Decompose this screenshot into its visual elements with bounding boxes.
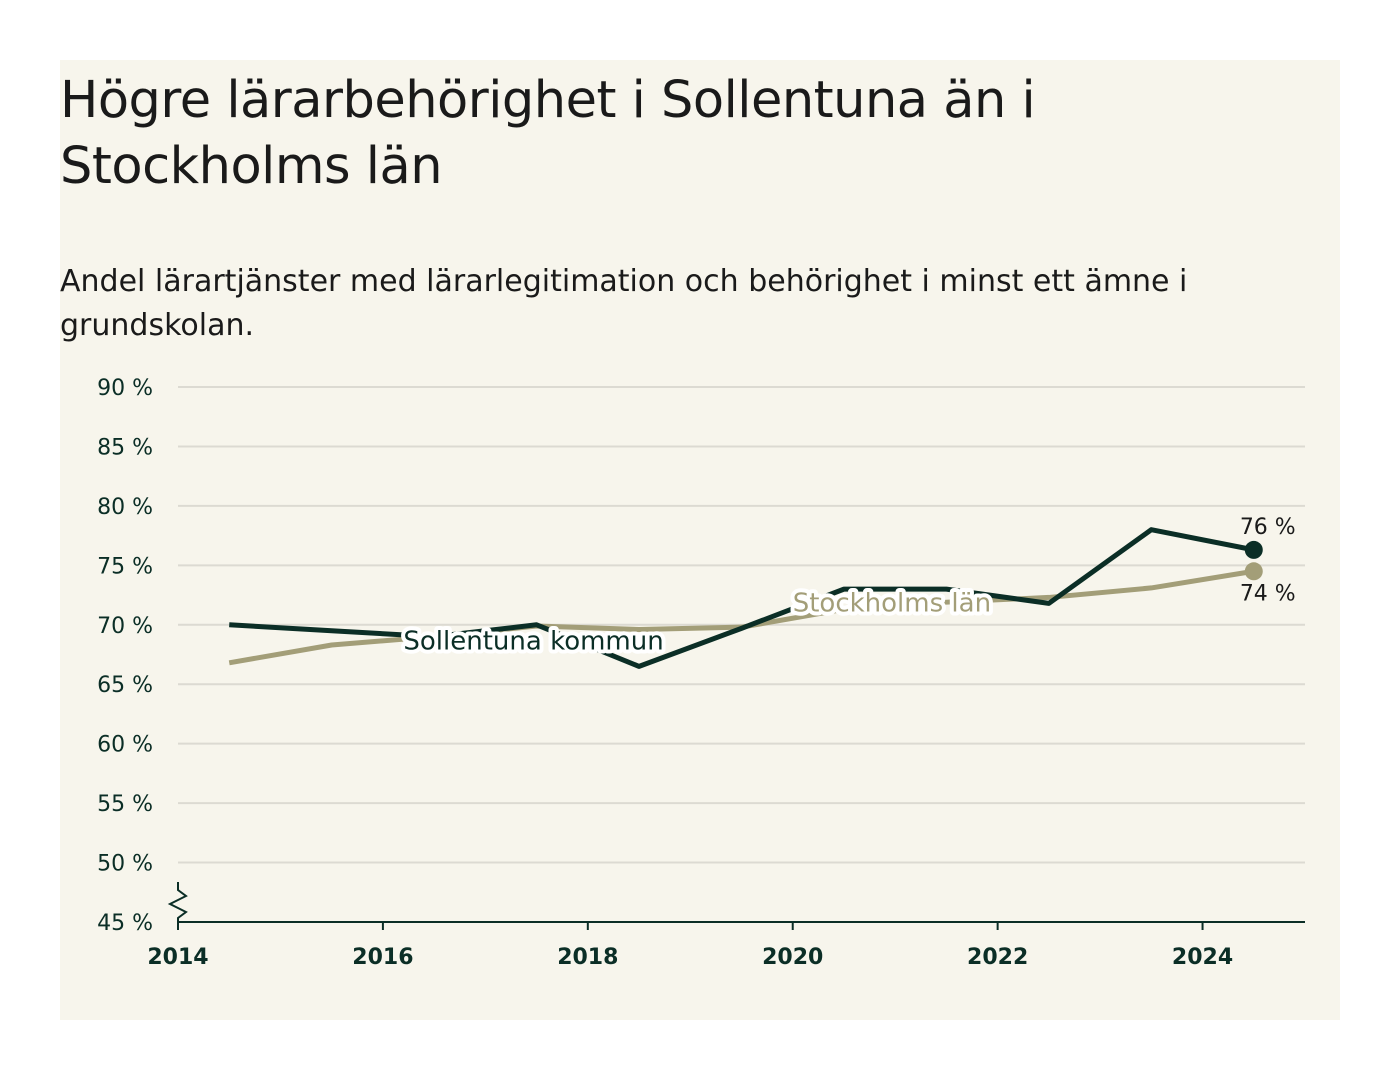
y-tick-label: 55 %: [97, 792, 153, 817]
end-label-sollentuna-kommun: 76 %: [1240, 515, 1296, 540]
series-line-stockholms-lan: [228, 568, 1255, 666]
series-label-stockholms-lan: Stockholms län: [793, 588, 991, 618]
chart-card: Högre lärarbehörighet i Sollentuna än i …: [60, 60, 1340, 1020]
x-tick-label: 2022: [967, 945, 1028, 970]
y-tick-label: 75 %: [97, 554, 153, 579]
x-tick-label: 2024: [1172, 945, 1233, 970]
y-tick-label: 80 %: [97, 495, 153, 520]
x-tick-label: 2014: [147, 945, 208, 970]
end-point-stockholms-lan: [1244, 562, 1263, 581]
y-tick-label: 90 %: [97, 376, 153, 401]
series-labels: Stockholms län Sollentuna kommun 74 % 76…: [399, 515, 1296, 660]
axis-break-icon: [167, 882, 188, 922]
x-tick-label: 2018: [557, 945, 618, 970]
series-label-sollentuna-kommun: Sollentuna kommun: [403, 626, 663, 656]
y-tick-label: 65 %: [97, 673, 153, 698]
end-point-sollentuna-kommun: [1244, 540, 1263, 559]
x-tick-label: 2020: [762, 945, 823, 970]
chart-title: Högre lärarbehörighet i Sollentuna än i …: [60, 71, 1036, 196]
axes: 45 % 50 % 55 % 60 % 65 % 70 % 75 % 80 % 85 % 90 %…: [97, 376, 1305, 970]
x-tick-label: 2016: [352, 945, 413, 970]
y-tick-label: 60 %: [97, 733, 153, 758]
y-tick-label: 50 %: [97, 852, 153, 877]
line-chart: 45 % 50 % 55 % 60 % 65 % 70 % 75 % 80 % 85 % 90 %…: [97, 376, 1305, 970]
y-tick-label: 70 %: [97, 614, 153, 639]
chart-subtitle: Andel lärartjänster med lärarlegitimatio…: [60, 264, 1188, 343]
series-lines: [228, 527, 1263, 669]
series-line-sollentuna-kommun: [229, 527, 1255, 669]
end-label-stockholms-lan: 74 %: [1240, 581, 1296, 606]
y-tick-label: 85 %: [97, 435, 153, 460]
y-tick-label: 45 %: [97, 911, 153, 936]
